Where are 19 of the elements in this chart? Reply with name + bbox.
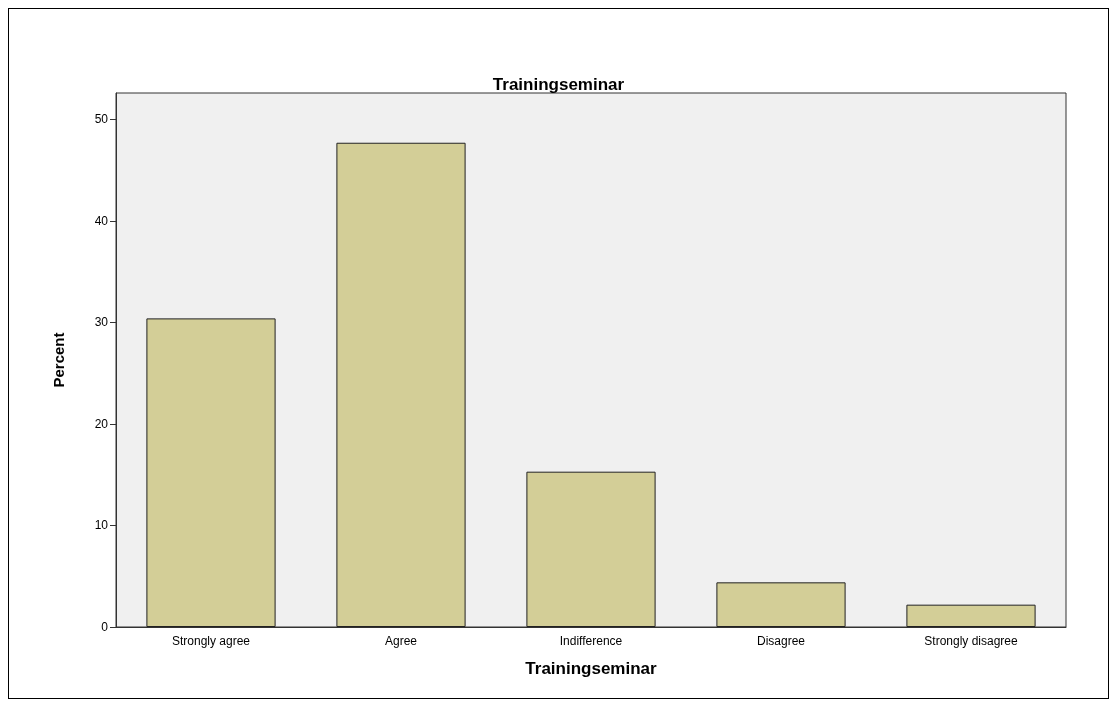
- y-tick-label: 20: [94, 416, 109, 431]
- x-tick-label: Agree: [384, 634, 418, 648]
- y-tick-label: 30: [94, 315, 109, 330]
- x-axis-title: Trainingseminar: [525, 659, 658, 678]
- x-tick-label: Disagree: [756, 634, 806, 648]
- bar: [906, 604, 1036, 627]
- x-tick-label: Indifference: [559, 634, 623, 648]
- y-tick-label: 10: [94, 518, 109, 533]
- bar: [716, 582, 846, 627]
- y-tick-label: 0: [101, 620, 109, 634]
- bar: [526, 471, 656, 627]
- bar: [146, 318, 276, 627]
- x-tick-label: Strongly agree: [171, 634, 251, 648]
- y-tick-label: 40: [94, 213, 109, 228]
- bar: [336, 142, 466, 627]
- x-tick-label: Strongly disagree: [924, 634, 1019, 648]
- y-axis-title: Percent: [50, 332, 67, 388]
- chart-title: Trainingseminar: [492, 75, 625, 94]
- y-tick-label: 50: [94, 112, 109, 127]
